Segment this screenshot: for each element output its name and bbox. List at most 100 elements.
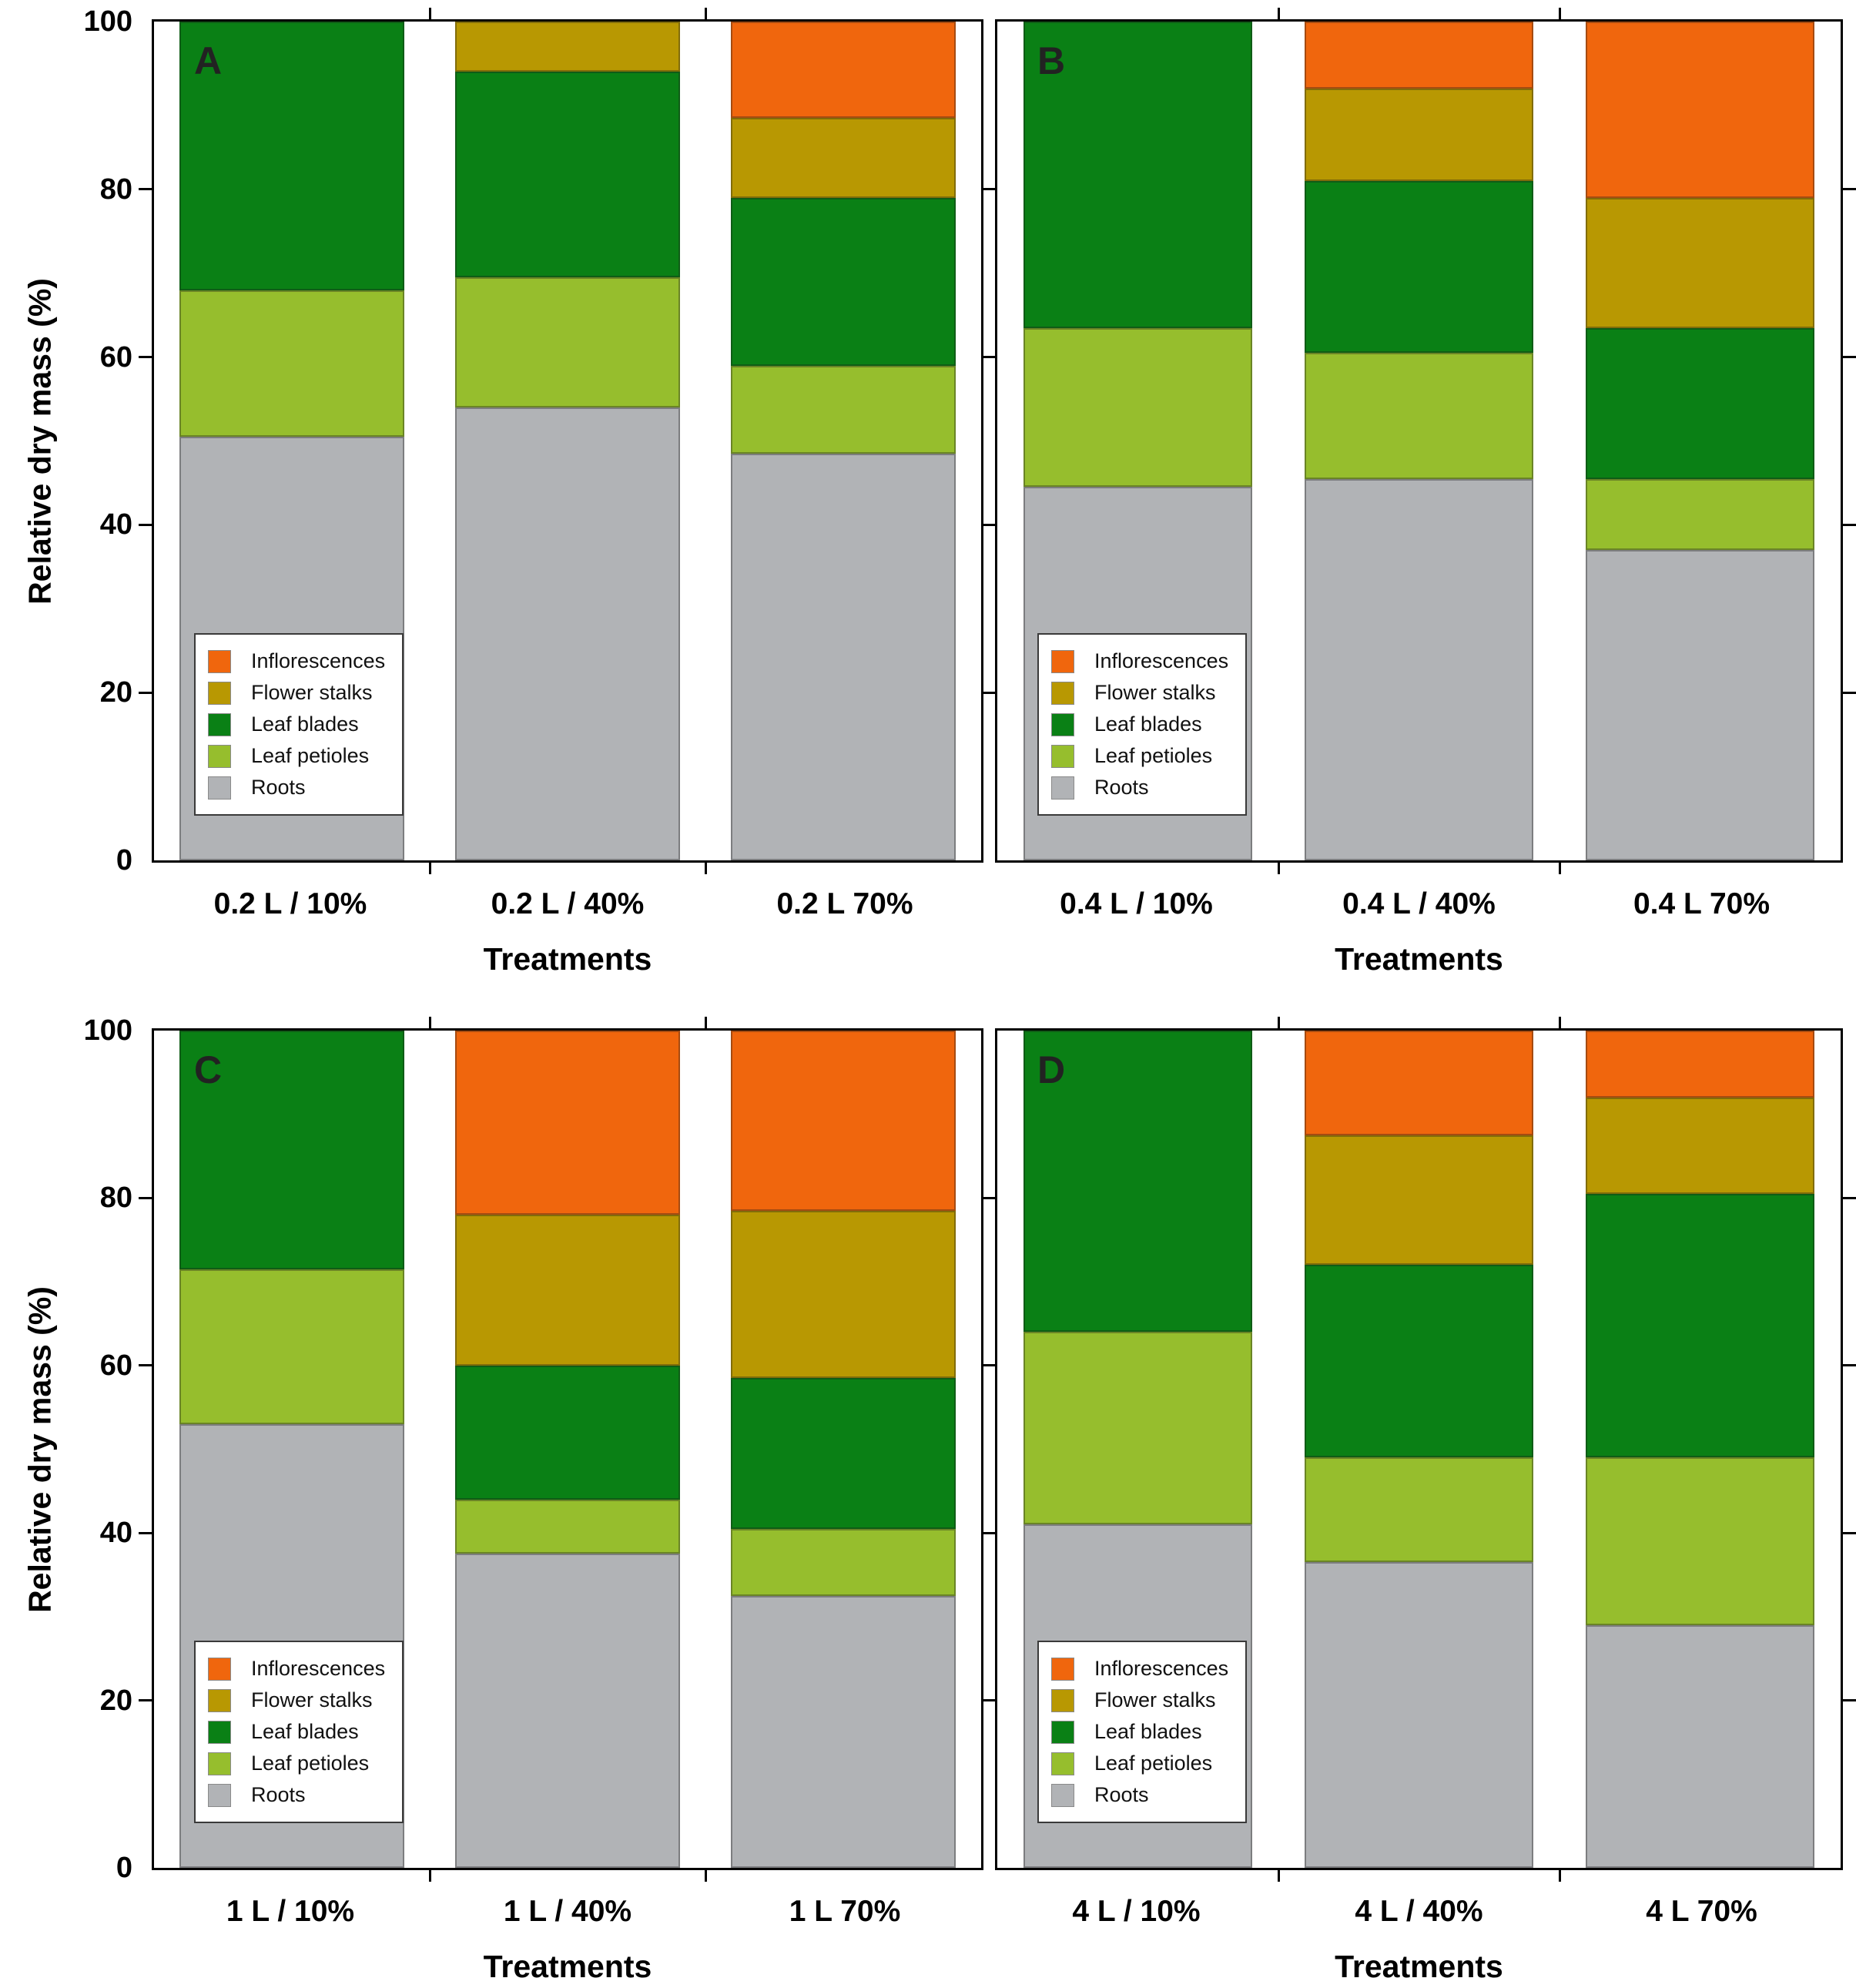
leaf-blades-segment [730, 197, 956, 366]
panel-letter: A [194, 39, 223, 82]
leaf-blades-segment [179, 22, 405, 290]
x-tick-label: 4 L / 40% [1355, 1895, 1483, 1928]
leaf-petioles-segment [1585, 478, 1815, 551]
panel-letter: C [194, 1048, 223, 1091]
x-axis-tick [428, 8, 431, 19]
leaf-petioles-segment [1023, 1332, 1253, 1525]
x-axis-title: Treatments [483, 941, 652, 977]
panel-letter: D [1037, 1048, 1066, 1091]
y-axis-tick [139, 1531, 152, 1534]
x-axis-tick [428, 1017, 431, 1028]
legend-item-inflorescences: Inflorescences [208, 1653, 385, 1685]
legend-swatch-inflorescences [208, 1657, 231, 1681]
legend-item-leaf-petioles: Leaf petioles [1051, 1748, 1228, 1779]
stacked-bar-1-l-70 [730, 1031, 956, 1868]
stacked-bar-0-2-l-40 [454, 22, 681, 860]
x-axis-tick [1277, 1870, 1280, 1882]
leaf-blades-segment [1304, 1265, 1534, 1458]
legend-label: Inflorescences [1094, 1657, 1229, 1680]
legend-item-leaf-petioles: Leaf petioles [1051, 740, 1228, 772]
stacked-bar-1-l-40 [454, 1031, 681, 1868]
x-axis-tick [704, 1017, 707, 1028]
y-tick-label: 0 [116, 844, 132, 877]
x-tick-label: 0.4 L / 10% [1060, 887, 1213, 920]
legend-label: Leaf blades [251, 1720, 359, 1743]
legend-label: Flower stalks [1094, 1688, 1216, 1711]
y-tick-label: 80 [99, 173, 132, 206]
legend-swatch-flower-stalks [208, 681, 231, 705]
y-axis-tick [982, 1364, 995, 1367]
inflorescences-segment [1304, 1031, 1534, 1135]
legend-item-leaf-blades: Leaf blades [208, 1716, 385, 1748]
y-tick-label: 40 [99, 508, 132, 541]
y-axis-tick [139, 523, 152, 526]
roots-segment [1585, 1624, 1815, 1868]
inflorescences-segment [1304, 22, 1534, 89]
inflorescences-segment [730, 22, 956, 119]
y-axis-tick [1843, 1531, 1856, 1534]
legend-item-flower-stalks: Flower stalks [208, 677, 385, 709]
legend-swatch-leaf-petioles [208, 744, 231, 768]
stacked-bar-0-4-l-40 [1304, 22, 1534, 860]
legend-label: Leaf blades [251, 712, 359, 736]
y-axis-tick [139, 691, 152, 694]
legend-swatch-flower-stalks [1051, 681, 1074, 705]
legend-label: Roots [1094, 776, 1149, 799]
x-tick-label: 0.2 L / 10% [213, 887, 367, 920]
roots-segment [454, 407, 681, 860]
flower-stalks-segment [454, 22, 681, 72]
stacked-bar-4-l-40 [1304, 1031, 1534, 1868]
panel-b: B Inflorescences Flower stalks Leaf blades L… [982, 8, 1856, 977]
leaf-petioles-segment [454, 277, 681, 407]
legend-swatch-roots [208, 1783, 231, 1807]
x-axis-tick [1558, 8, 1561, 19]
x-axis-title: Treatments [1335, 1949, 1503, 1984]
x-axis-title: Treatments [483, 1949, 652, 1984]
legend-swatch-leaf-blades [208, 712, 231, 736]
x-axis-tick [1558, 1870, 1561, 1882]
legend-swatch-leaf-petioles [208, 1752, 231, 1775]
y-axis-title: Relative dry mass (%) [22, 1286, 58, 1613]
y-axis-tick [982, 356, 995, 359]
x-axis-tick [428, 1870, 431, 1882]
legend-item-inflorescences: Inflorescences [1051, 1653, 1228, 1685]
legend-item-roots: Roots [208, 772, 385, 803]
leaf-petioles-segment [454, 1499, 681, 1554]
flower-stalks-segment [730, 118, 956, 198]
y-axis-tick [1843, 1699, 1856, 1702]
x-axis-tick [1558, 863, 1561, 874]
leaf-petioles-segment [179, 1269, 405, 1424]
y-axis-tick [139, 1364, 152, 1367]
legend-label: Flower stalks [251, 1688, 373, 1711]
flower-stalks-segment [1304, 1135, 1534, 1266]
roots-segment [730, 453, 956, 860]
legend-label: Flower stalks [251, 681, 373, 704]
legend-item-roots: Roots [208, 1779, 385, 1811]
y-tick-label: 0 [116, 1852, 132, 1884]
plot-area: D Inflorescences Flower stalks Leaf blades L… [982, 1017, 1856, 1882]
y-axis-tick [982, 188, 995, 191]
legend-swatch-flower-stalks [208, 1688, 231, 1712]
x-axis-tick [704, 1870, 707, 1882]
legend: Inflorescences Flower stalks Leaf blades Le… [194, 633, 404, 816]
x-axis-tick [428, 863, 431, 874]
panel-a: A Inflorescences Flower stalks Leaf blades L… [84, 5, 997, 977]
x-tick-label: 0.2 L / 40% [491, 887, 645, 920]
leaf-petioles-segment [1304, 353, 1534, 479]
y-tick-label: 20 [99, 1684, 132, 1717]
stacked-bar-4-l-70 [1585, 1031, 1815, 1868]
roots-segment [730, 1595, 956, 1868]
leaf-blades-segment [1023, 1031, 1253, 1333]
x-axis-tick [1277, 1017, 1280, 1028]
panel-d: D Inflorescences Flower stalks Leaf blades L… [982, 1017, 1856, 1984]
leaf-petioles-segment [1023, 327, 1253, 488]
flower-stalks-segment [1585, 1098, 1815, 1194]
y-tick-label: 60 [99, 1349, 132, 1382]
legend-item-leaf-petioles: Leaf petioles [208, 740, 385, 772]
legend-swatch-leaf-blades [1051, 1720, 1074, 1744]
leaf-blades-segment [1023, 22, 1253, 328]
inflorescences-segment [454, 1031, 681, 1215]
legend-item-flower-stalks: Flower stalks [1051, 1685, 1228, 1716]
legend-swatch-leaf-petioles [1051, 744, 1074, 768]
